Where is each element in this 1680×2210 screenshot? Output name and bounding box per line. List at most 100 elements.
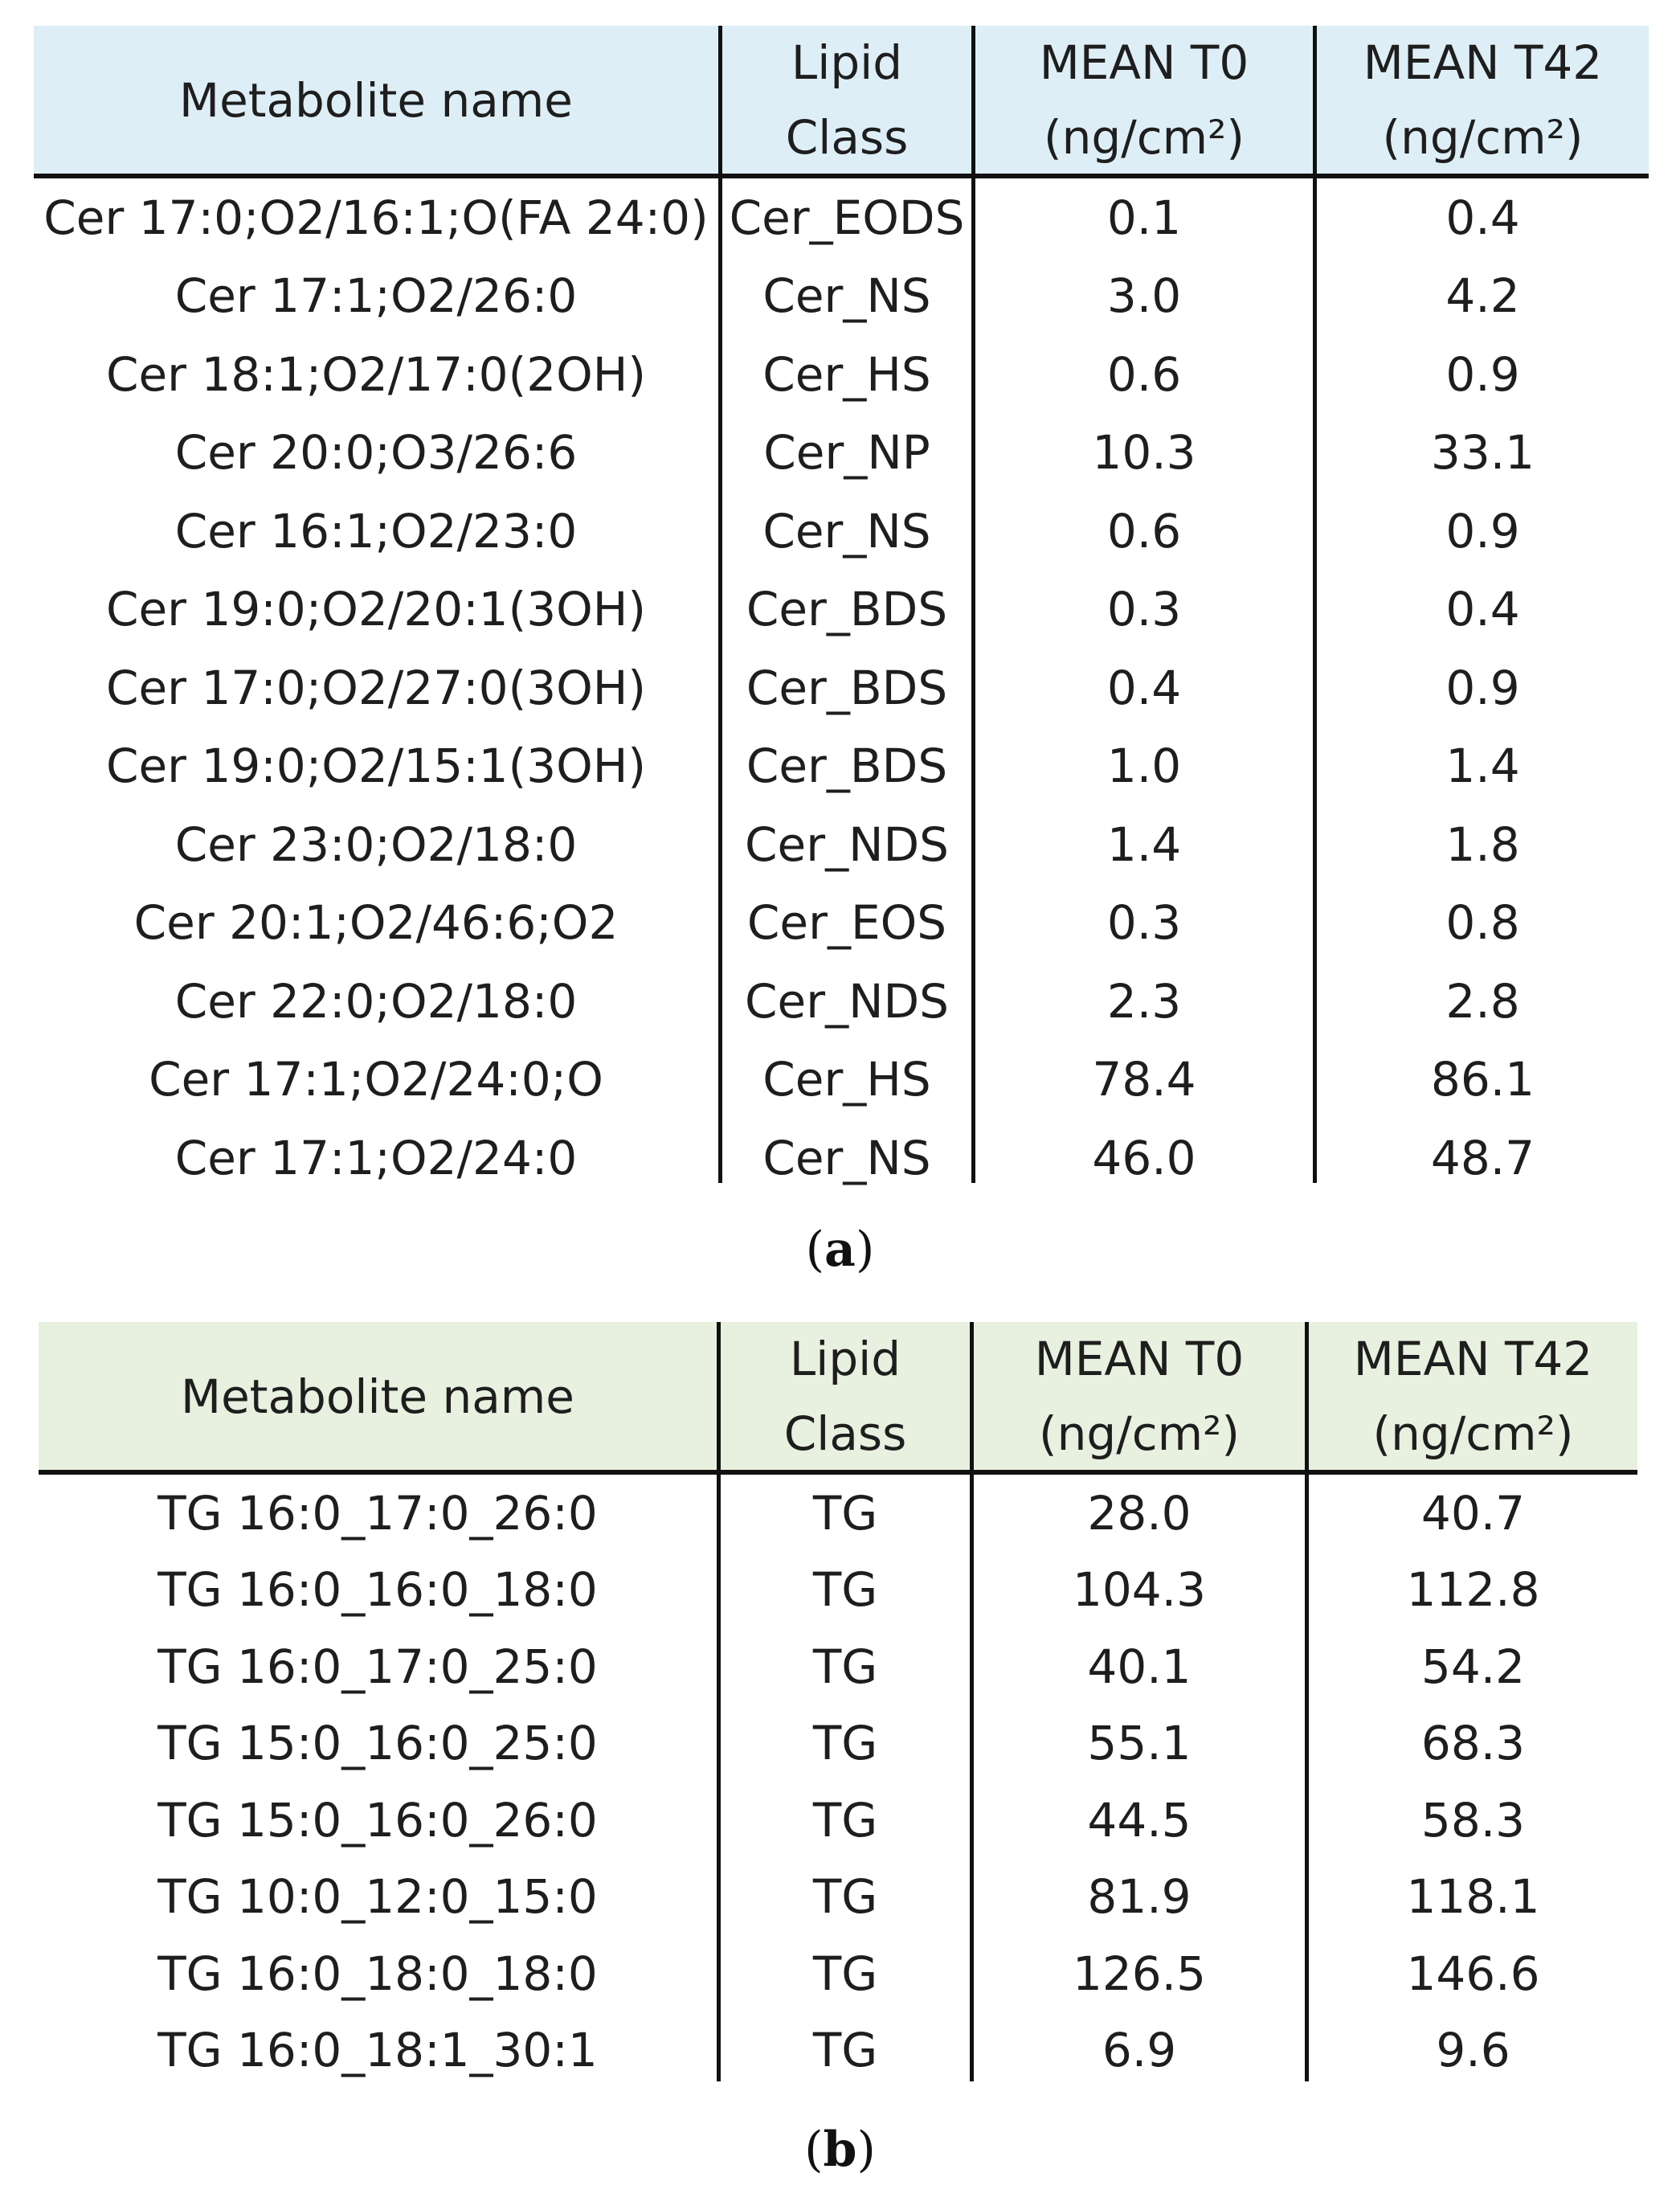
cell-t42: 0.4	[1445, 190, 1520, 245]
cell-t42: 58.3	[1420, 1792, 1526, 1848]
table-row: Cer 18:1;O2/17:0(2OH) Cer_HS 0.6 0.9	[34, 335, 1649, 414]
header-lipid-class-line1: Lipid	[791, 35, 903, 91]
cell-t0: 55.1	[1087, 1716, 1192, 1771]
table-row: TG 16:0_16:0_18:0 TG 104.3 112.8	[39, 1552, 1637, 1629]
column-divider	[970, 1322, 974, 2081]
cell-class: Cer_NS	[762, 503, 931, 559]
cell-name: TG 15:0_16:0_26:0	[157, 1792, 598, 1848]
cell-class: Cer_NS	[762, 268, 931, 324]
cell-t0: 0.4	[1106, 660, 1182, 715]
header-lipid-class-line1: Lipid	[789, 1332, 901, 1387]
cell-t42: 40.7	[1420, 1485, 1526, 1541]
cell-name: Cer 19:0;O2/15:1(3OH)	[105, 739, 646, 794]
caption-a: (a)	[0, 1222, 1680, 1278]
header-mean-t42-line2: (ng/cm²)	[1372, 1406, 1574, 1461]
cell-name: Cer 20:0;O3/26:6	[174, 425, 578, 481]
cell-name: TG 16:0_17:0_26:0	[157, 1485, 598, 1541]
column-divider	[971, 26, 975, 1183]
cell-t42: 0.8	[1445, 895, 1520, 951]
header-metabolite-name: Metabolite name	[39, 1322, 717, 1471]
cell-class: TG	[812, 1639, 878, 1694]
table-row: Cer 17:1;O2/24:0;O Cer_HS 78.4 86.1	[34, 1041, 1649, 1119]
cell-name: Cer 23:0;O2/18:0	[174, 816, 578, 872]
cell-t42: 4.2	[1445, 268, 1520, 324]
cell-name: Cer 17:1;O2/24:0	[174, 1130, 578, 1185]
cell-class: TG	[812, 1716, 878, 1771]
table-row: TG 16:0_18:0_18:0 TG 126.5 146.6	[39, 1935, 1637, 2012]
cell-name: TG 16:0_18:1_30:1	[157, 2023, 598, 2078]
cell-class: Cer_NDS	[745, 973, 949, 1029]
header-mean-t0-line2: (ng/cm²)	[1043, 110, 1245, 165]
table-row: Cer 19:0;O2/15:1(3OH) Cer_BDS 1.0 1.4	[34, 727, 1649, 806]
cell-name: Cer 20:1;O2/46:6;O2	[133, 895, 619, 951]
caption-a-open: (	[805, 1222, 825, 1278]
header-mean-t0-line1: MEAN T0	[1039, 35, 1249, 91]
cell-t0: 40.1	[1087, 1639, 1192, 1694]
cell-t0: 28.0	[1087, 1485, 1192, 1541]
cell-t42: 86.1	[1430, 1052, 1535, 1107]
table-row: Cer 17:0;O2/16:1;O(FA 24:0) Cer_EODS 0.1 0.…	[34, 178, 1649, 257]
table-row: TG 15:0_16:0_25:0 TG 55.1 68.3	[39, 1705, 1637, 1782]
cell-t0: 0.1	[1106, 190, 1182, 245]
table-row: TG 10:0_12:0_15:0 TG 81.9 118.1	[39, 1859, 1637, 1936]
cell-t0: 78.4	[1092, 1052, 1196, 1107]
cell-t42: 0.9	[1445, 660, 1520, 715]
cell-name: TG 15:0_16:0_25:0	[157, 1716, 598, 1771]
cell-class: Cer_BDS	[746, 660, 948, 715]
cell-class: TG	[812, 2023, 878, 2078]
cell-name: Cer 17:0;O2/16:1;O(FA 24:0)	[43, 190, 709, 245]
cell-name: Cer 17:1;O2/24:0;O	[149, 1052, 603, 1107]
table-row: TG 16:0_18:1_30:1 TG 6.9 9.6	[39, 2012, 1637, 2089]
table-row: Cer 19:0;O2/20:1(3OH) Cer_BDS 0.3 0.4	[34, 571, 1649, 649]
cell-name: Cer 19:0;O2/20:1(3OH)	[105, 582, 646, 637]
cell-t0: 0.6	[1106, 346, 1182, 402]
table-row: Cer 17:0;O2/27:0(3OH) Cer_BDS 0.4 0.9	[34, 649, 1649, 727]
table-row: Cer 16:1;O2/23:0 Cer_NS 0.6 0.9	[34, 492, 1649, 571]
header-lipid-class-line2: Class	[783, 1406, 907, 1461]
column-divider	[717, 1322, 721, 2081]
cell-name: Cer 17:0;O2/27:0(3OH)	[105, 660, 646, 715]
cell-name: Cer 17:1;O2/26:0	[174, 268, 578, 324]
cell-t0: 6.9	[1102, 2023, 1177, 2078]
cell-name: TG 16:0_16:0_18:0	[157, 1562, 598, 1618]
cell-class: Cer_EOS	[746, 895, 947, 951]
cell-name: TG 16:0_18:0_18:0	[157, 1946, 598, 2001]
cell-class: Cer_HS	[762, 1052, 931, 1107]
cell-t0: 0.6	[1106, 503, 1182, 559]
caption-b-letter: b	[823, 2122, 857, 2178]
header-mean-t0: MEAN T0 (ng/cm²)	[974, 1322, 1305, 1471]
header-mean-t0: MEAN T0 (ng/cm²)	[975, 26, 1313, 175]
cell-name: Cer 18:1;O2/17:0(2OH)	[105, 346, 646, 402]
cell-t42: 9.6	[1436, 2023, 1510, 2078]
header-mean-t42-line1: MEAN T42	[1353, 1332, 1593, 1387]
cell-t42: 2.8	[1445, 973, 1520, 1029]
cell-name: Cer 16:1;O2/23:0	[174, 503, 578, 559]
cell-name: TG 10:0_12:0_15:0	[157, 1869, 598, 1925]
cell-class: TG	[812, 1562, 878, 1618]
cell-class: TG	[812, 1485, 878, 1541]
cell-t42: 0.9	[1445, 503, 1520, 559]
cell-class: Cer_NS	[762, 1130, 931, 1185]
cell-class: Cer_EODS	[729, 190, 965, 245]
table-row: TG 15:0_16:0_26:0 TG 44.5 58.3	[39, 1782, 1637, 1859]
cell-t0: 1.0	[1106, 739, 1182, 794]
table-a-header: Metabolite name Lipid Class MEAN T0 (ng/…	[34, 26, 1649, 175]
cell-t0: 81.9	[1087, 1869, 1192, 1925]
cell-t42: 1.4	[1445, 739, 1520, 794]
caption-a-letter: a	[824, 1222, 856, 1278]
cell-t42: 54.2	[1420, 1639, 1526, 1694]
cell-name: Cer 22:0;O2/18:0	[174, 973, 578, 1029]
caption-b: (b)	[0, 2122, 1680, 2178]
header-mean-t42-line1: MEAN T42	[1363, 35, 1603, 91]
table-row: Cer 20:0;O3/26:6 Cer_NP 10.3 33.1	[34, 414, 1649, 493]
header-metabolite-name-text: Metabolite name	[179, 72, 573, 128]
cell-t0: 2.3	[1106, 973, 1182, 1029]
header-lipid-class: Lipid Class	[721, 1322, 970, 1471]
cell-t42: 48.7	[1430, 1130, 1535, 1185]
header-mean-t0-line2: (ng/cm²)	[1038, 1406, 1240, 1461]
cell-class: Cer_HS	[762, 346, 931, 402]
cell-t0: 46.0	[1092, 1130, 1196, 1185]
cell-t0: 0.3	[1106, 895, 1182, 951]
column-divider	[1313, 26, 1317, 1183]
table-row: Cer 17:1;O2/24:0 Cer_NS 46.0 48.7	[34, 1119, 1649, 1197]
